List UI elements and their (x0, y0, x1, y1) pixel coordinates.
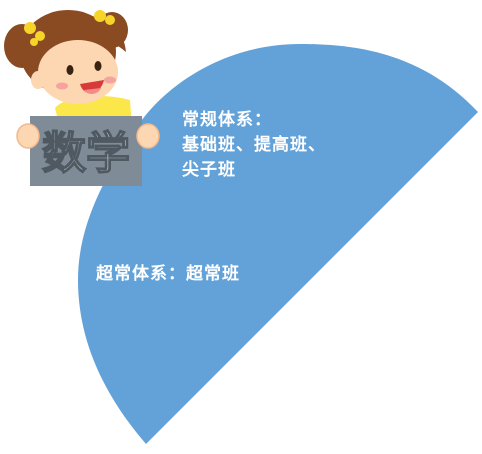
fan-sector (78, 44, 478, 444)
hair-bow-left (24, 22, 45, 46)
advanced-system-text: 超常体系：超常班 (96, 264, 240, 284)
hair-bow-right (94, 10, 115, 25)
regular-system-classes-line1: 基础班、提高班、 (182, 135, 326, 155)
girl-mascot (4, 10, 132, 128)
math-sign: 数学 (16, 116, 160, 186)
sign-label: 数学 (42, 128, 130, 179)
regular-system-classes-line2: 尖子班 (182, 160, 236, 180)
regular-system-title: 常规体系： (182, 110, 272, 130)
